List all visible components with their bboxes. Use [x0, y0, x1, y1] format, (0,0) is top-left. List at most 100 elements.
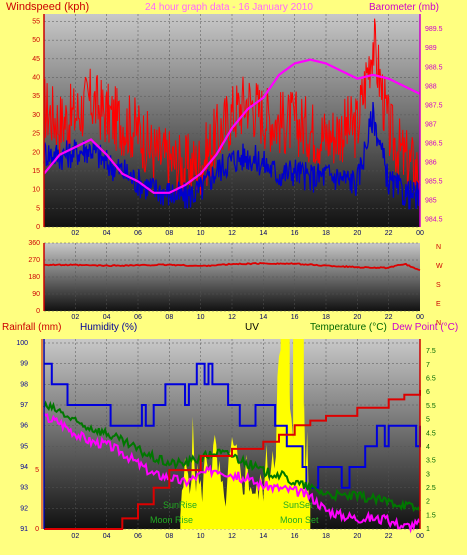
direction-x-tick: 00 [416, 314, 424, 321]
baro-y-tick: 988.5 [425, 64, 443, 71]
baro-y-tick: 988 [425, 83, 437, 90]
uv-label: UV [245, 322, 259, 333]
temp-y-tick: 2 [426, 499, 430, 506]
climate-x-tick: 12 [228, 533, 236, 540]
climate-x-tick: 14 [259, 533, 267, 540]
temp-y-tick: 4 [426, 444, 430, 451]
temp-y-tick: 1 [426, 526, 430, 533]
wind-y-tick: 25 [32, 131, 40, 138]
climate-x-tick: 22 [385, 533, 393, 540]
baro-y-tick: 985 [425, 197, 437, 204]
baro-y-tick: 987.5 [425, 102, 443, 109]
climate-x-tick: 16 [291, 533, 299, 540]
temp-y-tick: 2.5 [426, 485, 436, 492]
climate-x-tick: 20 [353, 533, 361, 540]
climate-x-tick: 06 [134, 533, 142, 540]
wind-baro-marks [43, 18, 421, 210]
direction-y-tick: 360 [28, 240, 40, 247]
chart-subtitle: 24 hour graph data - 16 January 2010 [145, 2, 313, 13]
temp-y-tick: 6 [426, 389, 430, 396]
uv-peak-bar [293, 339, 300, 529]
wind-y-tick: 45 [32, 56, 40, 63]
wind-x-tick: 04 [103, 230, 111, 237]
compass-label: E [436, 301, 441, 308]
climate-x-tick: 04 [103, 533, 111, 540]
direction-axes: 0 90 180 270 360 N W S E N 02 04 06 08 10 12 14 16 18 20 22 0… [28, 240, 443, 327]
direction-x-tick: 22 [385, 314, 393, 321]
moonrise-label: Moon Rise [150, 515, 193, 525]
temp-y-tick: 7.5 [426, 348, 436, 355]
baro-y-tick: 985.5 [425, 178, 443, 185]
direction-grid [44, 242, 420, 312]
dew-label: Dew Point (°C) [392, 322, 458, 333]
wind-x-tick: 22 [385, 230, 393, 237]
climate-x-tick: 02 [71, 533, 79, 540]
wind-x-tick: 02 [71, 230, 79, 237]
humidity-y-tick: 94 [20, 464, 28, 471]
direction-y-tick: 270 [28, 257, 40, 264]
temp-y-tick: 7 [426, 362, 430, 369]
baro-y-tick: 989 [425, 45, 437, 52]
wind-y-tick: 20 [32, 149, 40, 156]
temp-y-tick: 3 [426, 471, 430, 478]
direction-y-tick: 0 [36, 308, 40, 315]
climate-x-tick: 10 [197, 533, 205, 540]
direction-y-tick: 180 [28, 274, 40, 281]
direction-x-tick: 10 [197, 314, 205, 321]
rain-label: Rainfall (mm) [2, 322, 61, 333]
wind-x-tick: 00 [416, 230, 424, 237]
climate-marks [43, 339, 421, 534]
humidity-y-tick: 99 [20, 361, 28, 368]
wind-axes: 0 5 10 15 20 25 30 35 40 45 50 55 984.5 985 985.5 986 98… [32, 14, 443, 237]
wind-y-tick: 15 [32, 168, 40, 175]
humidity-y-tick: 91 [20, 526, 28, 533]
temp-y-tick: 3.5 [426, 458, 436, 465]
rainfall-line [44, 390, 421, 530]
wind-y-tick: 40 [32, 75, 40, 82]
direction-line [43, 262, 421, 272]
sunset-label: SunSet [283, 500, 313, 510]
temp-y-tick: 5 [426, 417, 430, 424]
baro-y-tick: 986.5 [425, 140, 443, 147]
uv-area [180, 339, 311, 529]
climate-x-tick: 18 [322, 533, 330, 540]
moonset-label: Moon Set [280, 515, 319, 525]
direction-x-tick: 16 [291, 314, 299, 321]
humidity-y-tick: 98 [20, 381, 28, 388]
uv-peak-bar [297, 339, 304, 529]
temp-y-tick: 6.5 [426, 376, 436, 383]
direction-x-tick: 18 [322, 314, 330, 321]
wind-y-tick: 50 [32, 37, 40, 44]
direction-x-tick: 06 [134, 314, 142, 321]
baro-title: Barometer (mb) [369, 2, 439, 13]
baro-y-tick: 984.5 [425, 216, 443, 223]
wind-y-tick: 10 [32, 187, 40, 194]
baro-y-tick: 986 [425, 159, 437, 166]
dewpoint-line [43, 412, 421, 534]
wind-x-tick: 16 [291, 230, 299, 237]
wind-x-tick: 14 [259, 230, 267, 237]
direction-x-tick: 12 [228, 314, 236, 321]
baro-y-tick: 989.5 [425, 26, 443, 33]
wind-x-tick: 20 [353, 230, 361, 237]
compass-label: W [436, 263, 443, 270]
climate-x-tick: 00 [416, 533, 424, 540]
rain-y-tick: 0 [35, 526, 39, 533]
temp-y-tick: 1.5 [426, 512, 436, 519]
sunrise-label: SunRise [163, 500, 197, 510]
humidity-y-tick: 95 [20, 443, 28, 450]
wind-y-tick: 5 [36, 205, 40, 212]
wind-y-tick: 0 [36, 224, 40, 231]
temp-y-tick: 5.5 [426, 403, 436, 410]
humidity-y-tick: 97 [20, 402, 28, 409]
direction-y-tick: 90 [32, 291, 40, 298]
wind-x-tick: 10 [197, 230, 205, 237]
direction-marks [43, 262, 421, 272]
compass-label: N [436, 320, 441, 327]
windspeed-line [43, 18, 421, 198]
climate-x-tick: 08 [165, 533, 173, 540]
temp-y-tick: 4.5 [426, 430, 436, 437]
average-wind-line [43, 101, 421, 210]
wind-x-tick: 18 [322, 230, 330, 237]
